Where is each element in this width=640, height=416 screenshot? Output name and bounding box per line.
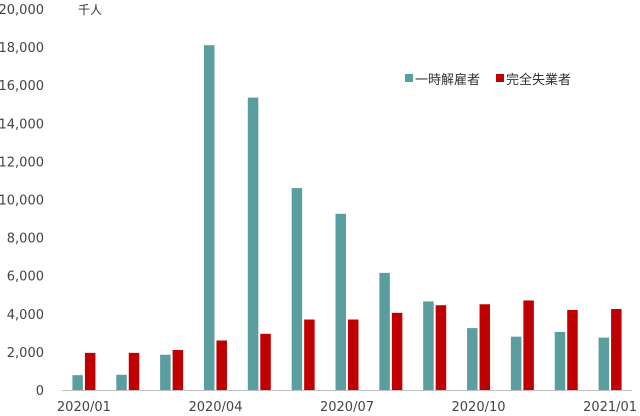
bar-temporary-layoff [203, 45, 215, 390]
legend: 一時解雇者 完全失業者 [405, 72, 571, 88]
bar-temporary-layoff [423, 301, 434, 390]
y-tick-label: 18,000 [0, 41, 44, 56]
bar-unemployed [304, 319, 315, 390]
legend-swatch [496, 74, 504, 82]
y-tick-label: 0 [36, 384, 44, 399]
x-tick-label: 2020/01 [57, 400, 111, 415]
bar-unemployed [479, 304, 491, 390]
bar-unemployed [216, 340, 227, 390]
bar-unemployed [435, 305, 447, 390]
bars [72, 45, 622, 390]
y-tick-label: 2,000 [7, 346, 44, 361]
bar-unemployed [567, 309, 578, 390]
y-tick-label: 14,000 [0, 117, 44, 132]
x-tick-label: 2020/07 [320, 400, 374, 415]
x-axis: 2020/01 2020/04 2020/07 2020/10 2021/01 [57, 400, 637, 415]
bar-temporary-layoff [598, 337, 610, 390]
legend-label: 一時解雇者 [415, 72, 480, 88]
bar-temporary-layoff [116, 374, 127, 390]
bar-unemployed [84, 352, 96, 390]
y-axis: 0 2,000 4,000 6,000 8,000 10,000 12,000 14,000 1… [0, 3, 44, 399]
y-tick-label: 6,000 [7, 270, 44, 285]
legend-swatch [405, 74, 413, 82]
bar-temporary-layoff [247, 97, 259, 390]
y-tick-label: 4,000 [7, 308, 44, 323]
bar-unemployed [260, 333, 271, 390]
bar-temporary-layoff [379, 272, 390, 390]
bar-temporary-layoff [554, 331, 566, 390]
bar-temporary-layoff [291, 188, 303, 390]
unit-label: 千人 [78, 3, 102, 17]
y-tick-label: 8,000 [7, 232, 44, 247]
bar-unemployed [128, 352, 140, 390]
bar-unemployed [523, 300, 534, 390]
bar-unemployed [172, 350, 184, 390]
x-tick-label: 2020/10 [452, 400, 506, 415]
bar-temporary-layoff [510, 336, 522, 390]
bar-temporary-layoff [467, 328, 478, 390]
x-tick-label: 2020/04 [188, 400, 242, 415]
bar-temporary-layoff [335, 213, 346, 390]
y-tick-label: 16,000 [0, 79, 44, 94]
bar-unemployed [391, 312, 403, 390]
bar-unemployed [348, 319, 359, 390]
legend-label: 完全失業者 [506, 72, 571, 88]
bar-temporary-layoff [160, 354, 171, 390]
y-tick-label: 10,000 [0, 194, 44, 209]
y-tick-label: 20,000 [0, 3, 44, 18]
bar-unemployed [611, 309, 622, 390]
y-tick-label: 12,000 [0, 155, 44, 170]
x-tick-label: 2021/01 [583, 400, 637, 415]
bar-temporary-layoff [72, 375, 83, 390]
